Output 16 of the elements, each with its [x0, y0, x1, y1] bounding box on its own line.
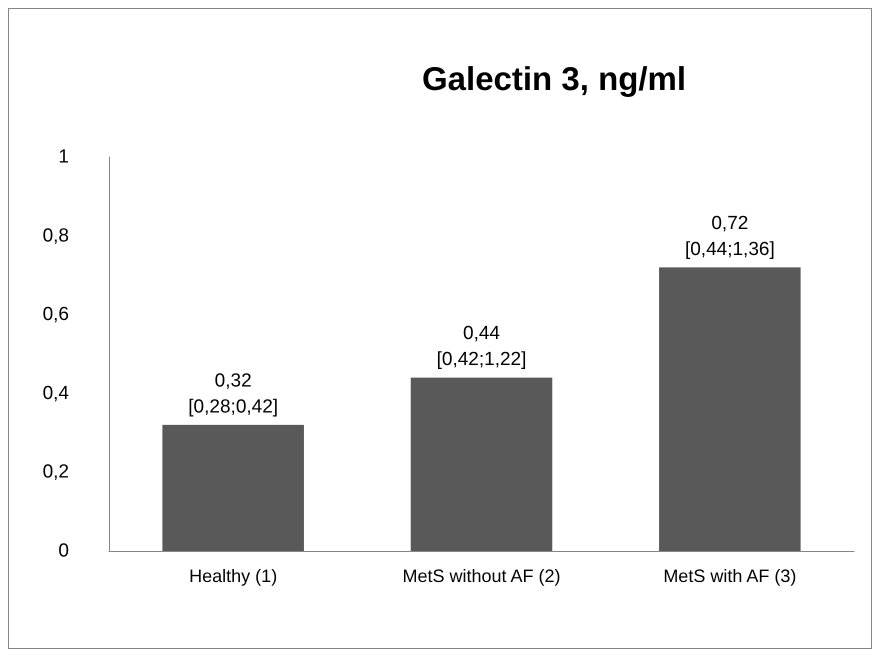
y-tick-label: 0,2: [42, 462, 69, 483]
y-tick-label: 0,4: [42, 382, 70, 404]
bar: [410, 378, 552, 551]
data-label: 0,72 [0,44;1,36]: [684, 212, 775, 260]
y-tick-label: 0,6: [42, 304, 69, 326]
bar: [659, 267, 801, 551]
y-tick-label: 0: [58, 540, 69, 562]
bar: [162, 424, 304, 551]
y-tick-label: 1: [58, 146, 69, 168]
x-tick-label: Healthy (1): [189, 566, 278, 586]
chart-title: Galectin 3, ng/ml: [422, 60, 686, 97]
x-tick-label: MetS with AF (3): [663, 566, 796, 586]
data-label: 0,32 [0,28;0,42]: [188, 370, 278, 418]
x-tick-label: MetS without AF (2): [402, 566, 561, 586]
y-tick-label: 0,8: [42, 225, 69, 246]
data-label: 0,44 [0,42;1,22]: [436, 323, 526, 370]
